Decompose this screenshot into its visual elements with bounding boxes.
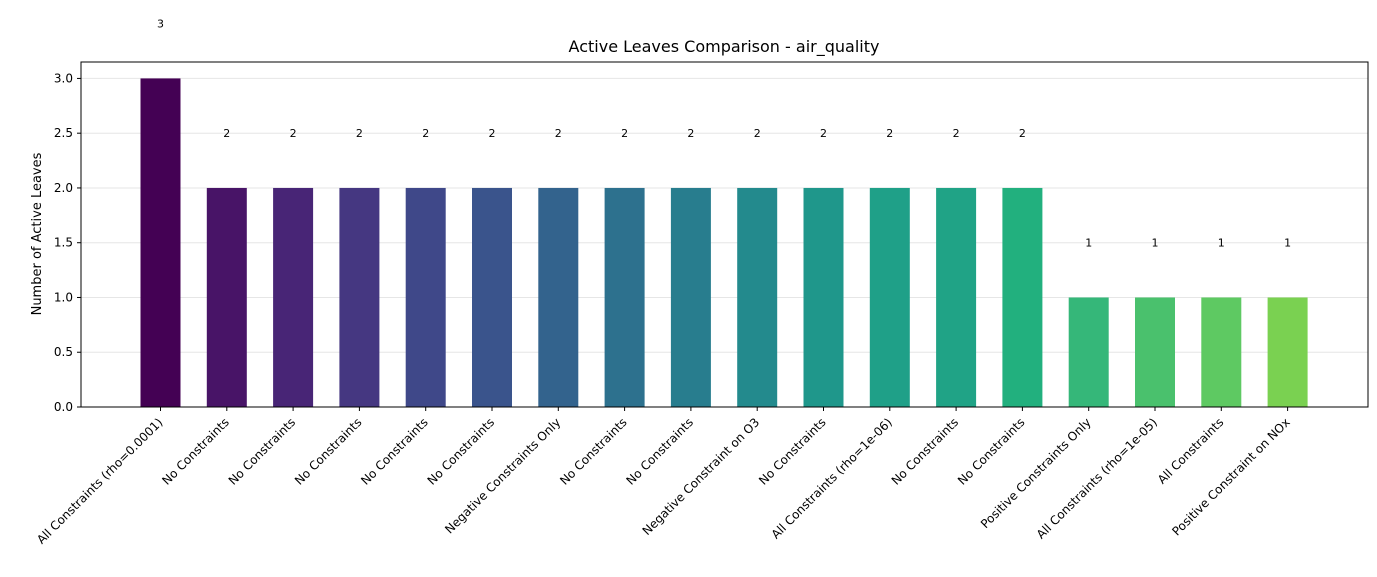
y-tick-label: 2.5 (54, 126, 73, 140)
x-tick-label: All Constraints (rho=1e-06) (769, 415, 895, 541)
x-tick-label: No Constraints (159, 415, 232, 488)
x-tick-label: Positive Constraints Only (978, 415, 1094, 531)
x-tick-label: No Constraints (557, 415, 630, 488)
bar (869, 187, 910, 407)
y-tick-label: 0.0 (54, 400, 73, 414)
bar-value-label: 2 (953, 127, 960, 140)
x-tick-label: No Constraints (292, 415, 365, 488)
bar (1068, 297, 1109, 407)
bar-value-label: 2 (1019, 127, 1026, 140)
y-tick-label: 2.0 (54, 181, 73, 195)
bar (803, 187, 844, 407)
bar (472, 187, 512, 407)
bar (339, 187, 380, 407)
bar (538, 187, 579, 407)
y-tick-label: 3.0 (54, 71, 73, 85)
bar (206, 187, 247, 407)
bar-value-label: 2 (621, 127, 628, 140)
x-tick-label: Positive Constraint on NOx (1169, 415, 1292, 538)
x-tick-label: No Constraints (756, 415, 829, 488)
bar-value-label: 2 (820, 127, 827, 140)
x-tick-label: All Constraints (1155, 415, 1227, 487)
value-labels: 3 2 2 2 2 2 2 2 2 2 2 2 2 2 1 1 1 1 (157, 18, 1291, 250)
bar-value-label: 3 (157, 18, 164, 31)
plot-area-frame (80, 61, 1369, 408)
bar (737, 187, 778, 407)
bar (1267, 297, 1308, 407)
bar-value-label: 1 (1218, 237, 1225, 250)
y-tick-label: 1.5 (54, 236, 73, 250)
x-tick-label: No Constraints (889, 415, 962, 488)
bar-value-label: 2 (422, 127, 429, 140)
x-tick-label: No Constraints (358, 415, 431, 488)
x-tick-label: Negative Constraints Only (442, 415, 563, 536)
x-tick-label: All Constraints (rho=1e-05) (1034, 415, 1160, 541)
bar-value-label: 1 (1152, 237, 1159, 250)
x-tick-label: No Constraints (226, 415, 299, 488)
bar-value-label: 2 (754, 127, 761, 140)
bar (604, 187, 645, 407)
y-tick-label: 1.0 (54, 290, 73, 304)
bar (670, 187, 711, 407)
x-axis: All Constraints (rho=0.0001)No Constrain… (34, 407, 1293, 547)
bar-value-label: 2 (555, 127, 562, 140)
bar-value-label: 1 (1085, 237, 1092, 250)
bar-value-label: 2 (489, 127, 496, 140)
bar (936, 187, 977, 407)
bar-value-label: 2 (356, 127, 363, 140)
chart-title: Active Leaves Comparison - air_quality (569, 37, 880, 57)
bar-value-label: 2 (223, 127, 230, 140)
bar (1002, 187, 1043, 407)
bar (1201, 297, 1242, 407)
bar-series (140, 78, 1308, 407)
x-tick-label: All Constraints (rho=0.0001) (34, 415, 166, 547)
x-tick-label: No Constraints (425, 415, 498, 488)
bar-value-label: 2 (886, 127, 893, 140)
bar (273, 187, 314, 407)
bar-value-label: 2 (290, 127, 297, 140)
y-tick-label: 0.5 (54, 345, 73, 359)
y-axis-title: Number of Active Leaves (30, 152, 45, 315)
x-tick-label: No Constraints (955, 415, 1028, 488)
x-tick-label: Negative Constraint on O3 (640, 415, 763, 538)
bar (140, 78, 181, 407)
bar (405, 187, 446, 407)
bar-value-label: 1 (1284, 237, 1291, 250)
x-tick-label: No Constraints (623, 415, 696, 488)
bar-value-label: 2 (687, 127, 694, 140)
y-axis: 0.0 0.5 1.0 1.5 2.0 2.5 3.0 (54, 71, 81, 414)
bar (1135, 297, 1175, 407)
